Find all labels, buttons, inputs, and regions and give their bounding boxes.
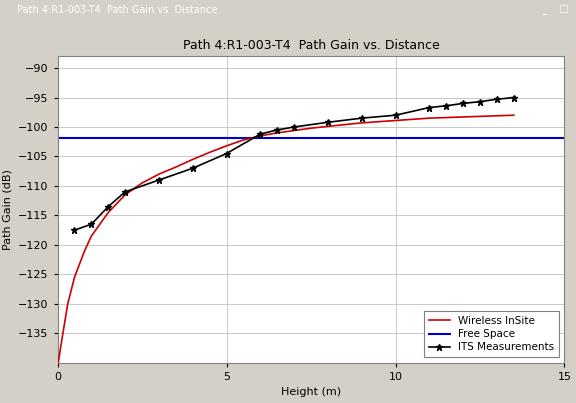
Wireless InSite (324, 124, 331, 129)
Legend: Wireless InSite, Free Space, ITS Measurements: Wireless InSite, Free Space, ITS Measure… (423, 311, 559, 357)
Wireless InSite (358, 120, 365, 125)
Wireless InSite (392, 118, 399, 123)
Wireless InSite (291, 128, 298, 133)
ITS Measurements (105, 204, 112, 209)
ITS Measurements (460, 101, 467, 106)
Wireless InSite (308, 126, 314, 131)
ITS Measurements (494, 97, 501, 102)
Wireless InSite (88, 234, 95, 239)
Wireless InSite (190, 157, 196, 162)
Wireless InSite (223, 143, 230, 148)
Wireless InSite (206, 150, 213, 155)
Wireless InSite (426, 116, 433, 120)
Wireless InSite (375, 119, 382, 124)
Wireless InSite (156, 172, 162, 177)
Free Space (54, 135, 61, 140)
Wireless InSite (55, 360, 62, 365)
ITS Measurements (71, 228, 78, 233)
Wireless InSite (105, 210, 112, 215)
ITS Measurements (223, 151, 230, 156)
ITS Measurements (122, 189, 128, 194)
Wireless InSite (494, 113, 501, 118)
Y-axis label: Path Gain (dB): Path Gain (dB) (2, 169, 13, 250)
ITS Measurements (156, 178, 162, 183)
ITS Measurements (358, 116, 365, 120)
ITS Measurements (291, 125, 298, 129)
ITS Measurements (190, 166, 196, 170)
X-axis label: Height (m): Height (m) (281, 387, 341, 397)
Wireless InSite (443, 115, 450, 120)
Wireless InSite (510, 113, 517, 118)
ITS Measurements (274, 127, 281, 132)
Free Space (88, 135, 95, 140)
Title: Path 4:R1-003-T4  Path Gain vs. Distance: Path 4:R1-003-T4 Path Gain vs. Distance (183, 39, 439, 52)
Wireless InSite (81, 248, 88, 253)
ITS Measurements (324, 120, 331, 125)
Text: _    □    ×: _ □ × (536, 5, 576, 15)
Wireless InSite (257, 133, 264, 138)
ITS Measurements (257, 132, 264, 137)
ITS Measurements (88, 222, 95, 226)
ITS Measurements (510, 95, 517, 100)
ITS Measurements (392, 113, 399, 118)
Line: Wireless InSite: Wireless InSite (58, 115, 514, 363)
Wireless InSite (58, 343, 65, 347)
Wireless InSite (71, 275, 78, 280)
Wireless InSite (409, 117, 416, 122)
Text: Path 4:R1-003-T4  Path Gain vs. Distance: Path 4:R1-003-T4 Path Gain vs. Distance (17, 5, 218, 15)
Wireless InSite (240, 137, 247, 142)
Wireless InSite (122, 192, 128, 197)
Wireless InSite (65, 301, 71, 306)
Line: ITS Measurements: ITS Measurements (71, 94, 517, 234)
ITS Measurements (476, 99, 483, 104)
Wireless InSite (139, 181, 146, 185)
Wireless InSite (342, 122, 348, 127)
ITS Measurements (426, 105, 433, 110)
Wireless InSite (476, 114, 483, 119)
Wireless InSite (274, 131, 281, 135)
Wireless InSite (460, 114, 467, 119)
ITS Measurements (443, 103, 450, 108)
Wireless InSite (172, 165, 179, 170)
